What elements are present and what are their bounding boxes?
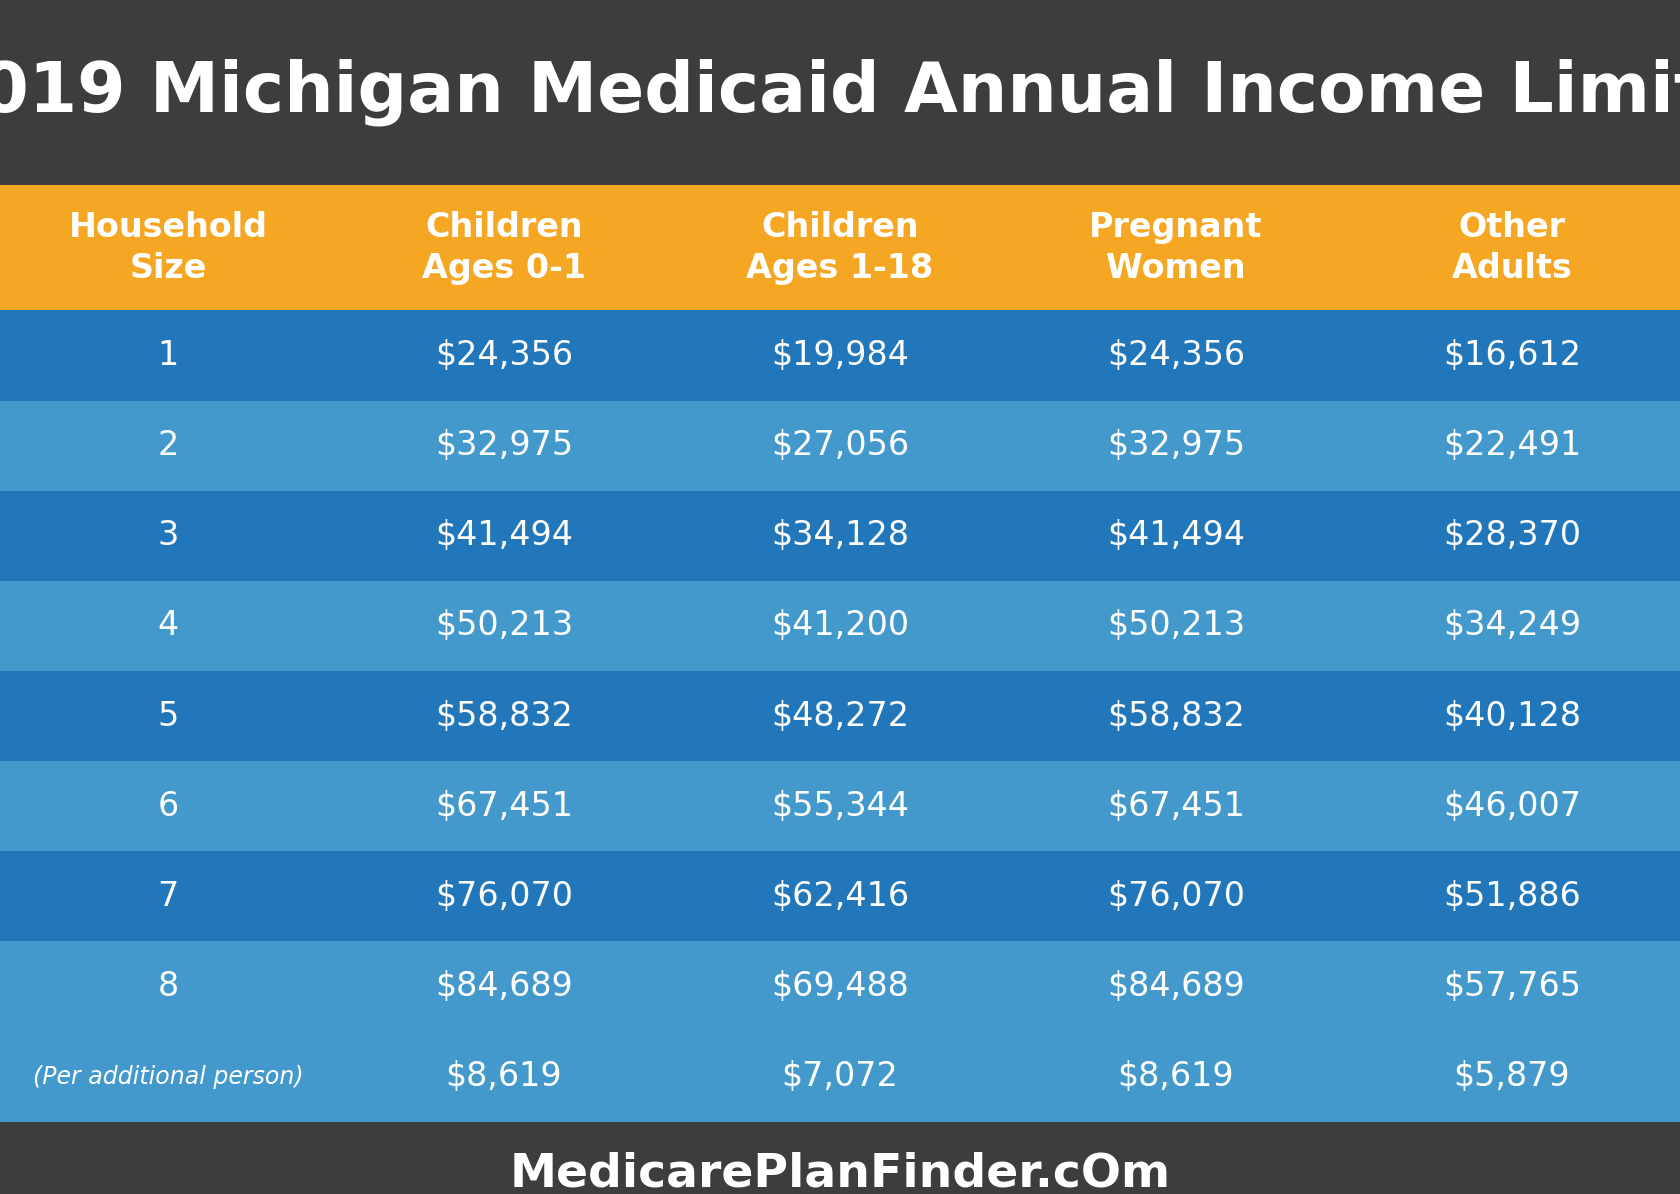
Text: $32,975: $32,975 — [435, 429, 573, 462]
Bar — [0, 762, 1680, 851]
Text: $51,886: $51,886 — [1443, 880, 1581, 913]
Text: $8,619: $8,619 — [445, 1060, 563, 1094]
Text: $28,370: $28,370 — [1443, 519, 1581, 553]
Text: $5,879: $5,879 — [1453, 1060, 1571, 1094]
Text: $41,494: $41,494 — [1107, 519, 1245, 553]
Text: 7: 7 — [158, 880, 178, 913]
Text: $50,213: $50,213 — [1107, 609, 1245, 642]
Bar — [0, 580, 1680, 671]
Text: $24,356: $24,356 — [435, 339, 573, 373]
Text: Children
Ages 1-18: Children Ages 1-18 — [746, 211, 934, 284]
Text: $32,975: $32,975 — [1107, 429, 1245, 462]
Bar — [0, 185, 1680, 310]
Text: 6: 6 — [158, 789, 178, 823]
Bar — [0, 1122, 1680, 1194]
Text: $41,494: $41,494 — [435, 519, 573, 553]
Text: $50,213: $50,213 — [435, 609, 573, 642]
Bar — [0, 1032, 1680, 1122]
Text: $84,689: $84,689 — [1107, 970, 1245, 1003]
Bar — [0, 0, 1680, 185]
Text: $84,689: $84,689 — [435, 970, 573, 1003]
Text: $27,056: $27,056 — [771, 429, 909, 462]
Text: $7,072: $7,072 — [781, 1060, 899, 1094]
Bar — [0, 401, 1680, 491]
Text: $76,070: $76,070 — [1107, 880, 1245, 913]
Bar — [0, 310, 1680, 401]
Text: $40,128: $40,128 — [1443, 700, 1581, 733]
Text: $24,356: $24,356 — [1107, 339, 1245, 373]
Text: 3: 3 — [158, 519, 178, 553]
Text: 2: 2 — [158, 429, 178, 462]
Text: $48,272: $48,272 — [771, 700, 909, 733]
Text: $22,491: $22,491 — [1443, 429, 1581, 462]
Text: MedicarePlanFinder.cOm: MedicarePlanFinder.cOm — [509, 1151, 1171, 1194]
Text: 5: 5 — [158, 700, 178, 733]
Text: 4: 4 — [158, 609, 178, 642]
Text: $57,765: $57,765 — [1443, 970, 1581, 1003]
Text: $41,200: $41,200 — [771, 609, 909, 642]
Text: $58,832: $58,832 — [435, 700, 573, 733]
Text: $76,070: $76,070 — [435, 880, 573, 913]
Text: $19,984: $19,984 — [771, 339, 909, 373]
Text: $55,344: $55,344 — [771, 789, 909, 823]
Bar — [0, 671, 1680, 762]
Text: $69,488: $69,488 — [771, 970, 909, 1003]
Text: $34,249: $34,249 — [1443, 609, 1581, 642]
Text: $67,451: $67,451 — [1107, 789, 1245, 823]
Text: $62,416: $62,416 — [771, 880, 909, 913]
Text: 2019 Michigan Medicaid Annual Income Limits: 2019 Michigan Medicaid Annual Income Lim… — [0, 59, 1680, 127]
Text: $67,451: $67,451 — [435, 789, 573, 823]
Text: 1: 1 — [158, 339, 178, 373]
Text: $8,619: $8,619 — [1117, 1060, 1235, 1094]
Bar — [0, 851, 1680, 942]
Text: $16,612: $16,612 — [1443, 339, 1581, 373]
Text: Pregnant
Women: Pregnant Women — [1089, 211, 1263, 284]
Text: $58,832: $58,832 — [1107, 700, 1245, 733]
Text: 8: 8 — [158, 970, 178, 1003]
Text: $34,128: $34,128 — [771, 519, 909, 553]
Text: (Per additional person): (Per additional person) — [32, 1065, 304, 1089]
Text: Household
Size: Household Size — [69, 211, 267, 284]
Text: $46,007: $46,007 — [1443, 789, 1581, 823]
Bar — [0, 491, 1680, 581]
Text: Children
Ages 0-1: Children Ages 0-1 — [422, 211, 586, 284]
Text: Other
Adults: Other Adults — [1452, 211, 1572, 284]
Bar — [0, 942, 1680, 1032]
